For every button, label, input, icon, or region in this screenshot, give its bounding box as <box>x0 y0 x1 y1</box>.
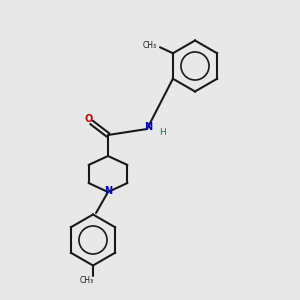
Text: CH₃: CH₃ <box>80 276 94 285</box>
Text: N: N <box>144 122 153 133</box>
Text: CH₃: CH₃ <box>142 41 156 50</box>
Text: O: O <box>85 114 93 124</box>
Text: N: N <box>104 186 112 197</box>
Text: H: H <box>159 128 166 137</box>
